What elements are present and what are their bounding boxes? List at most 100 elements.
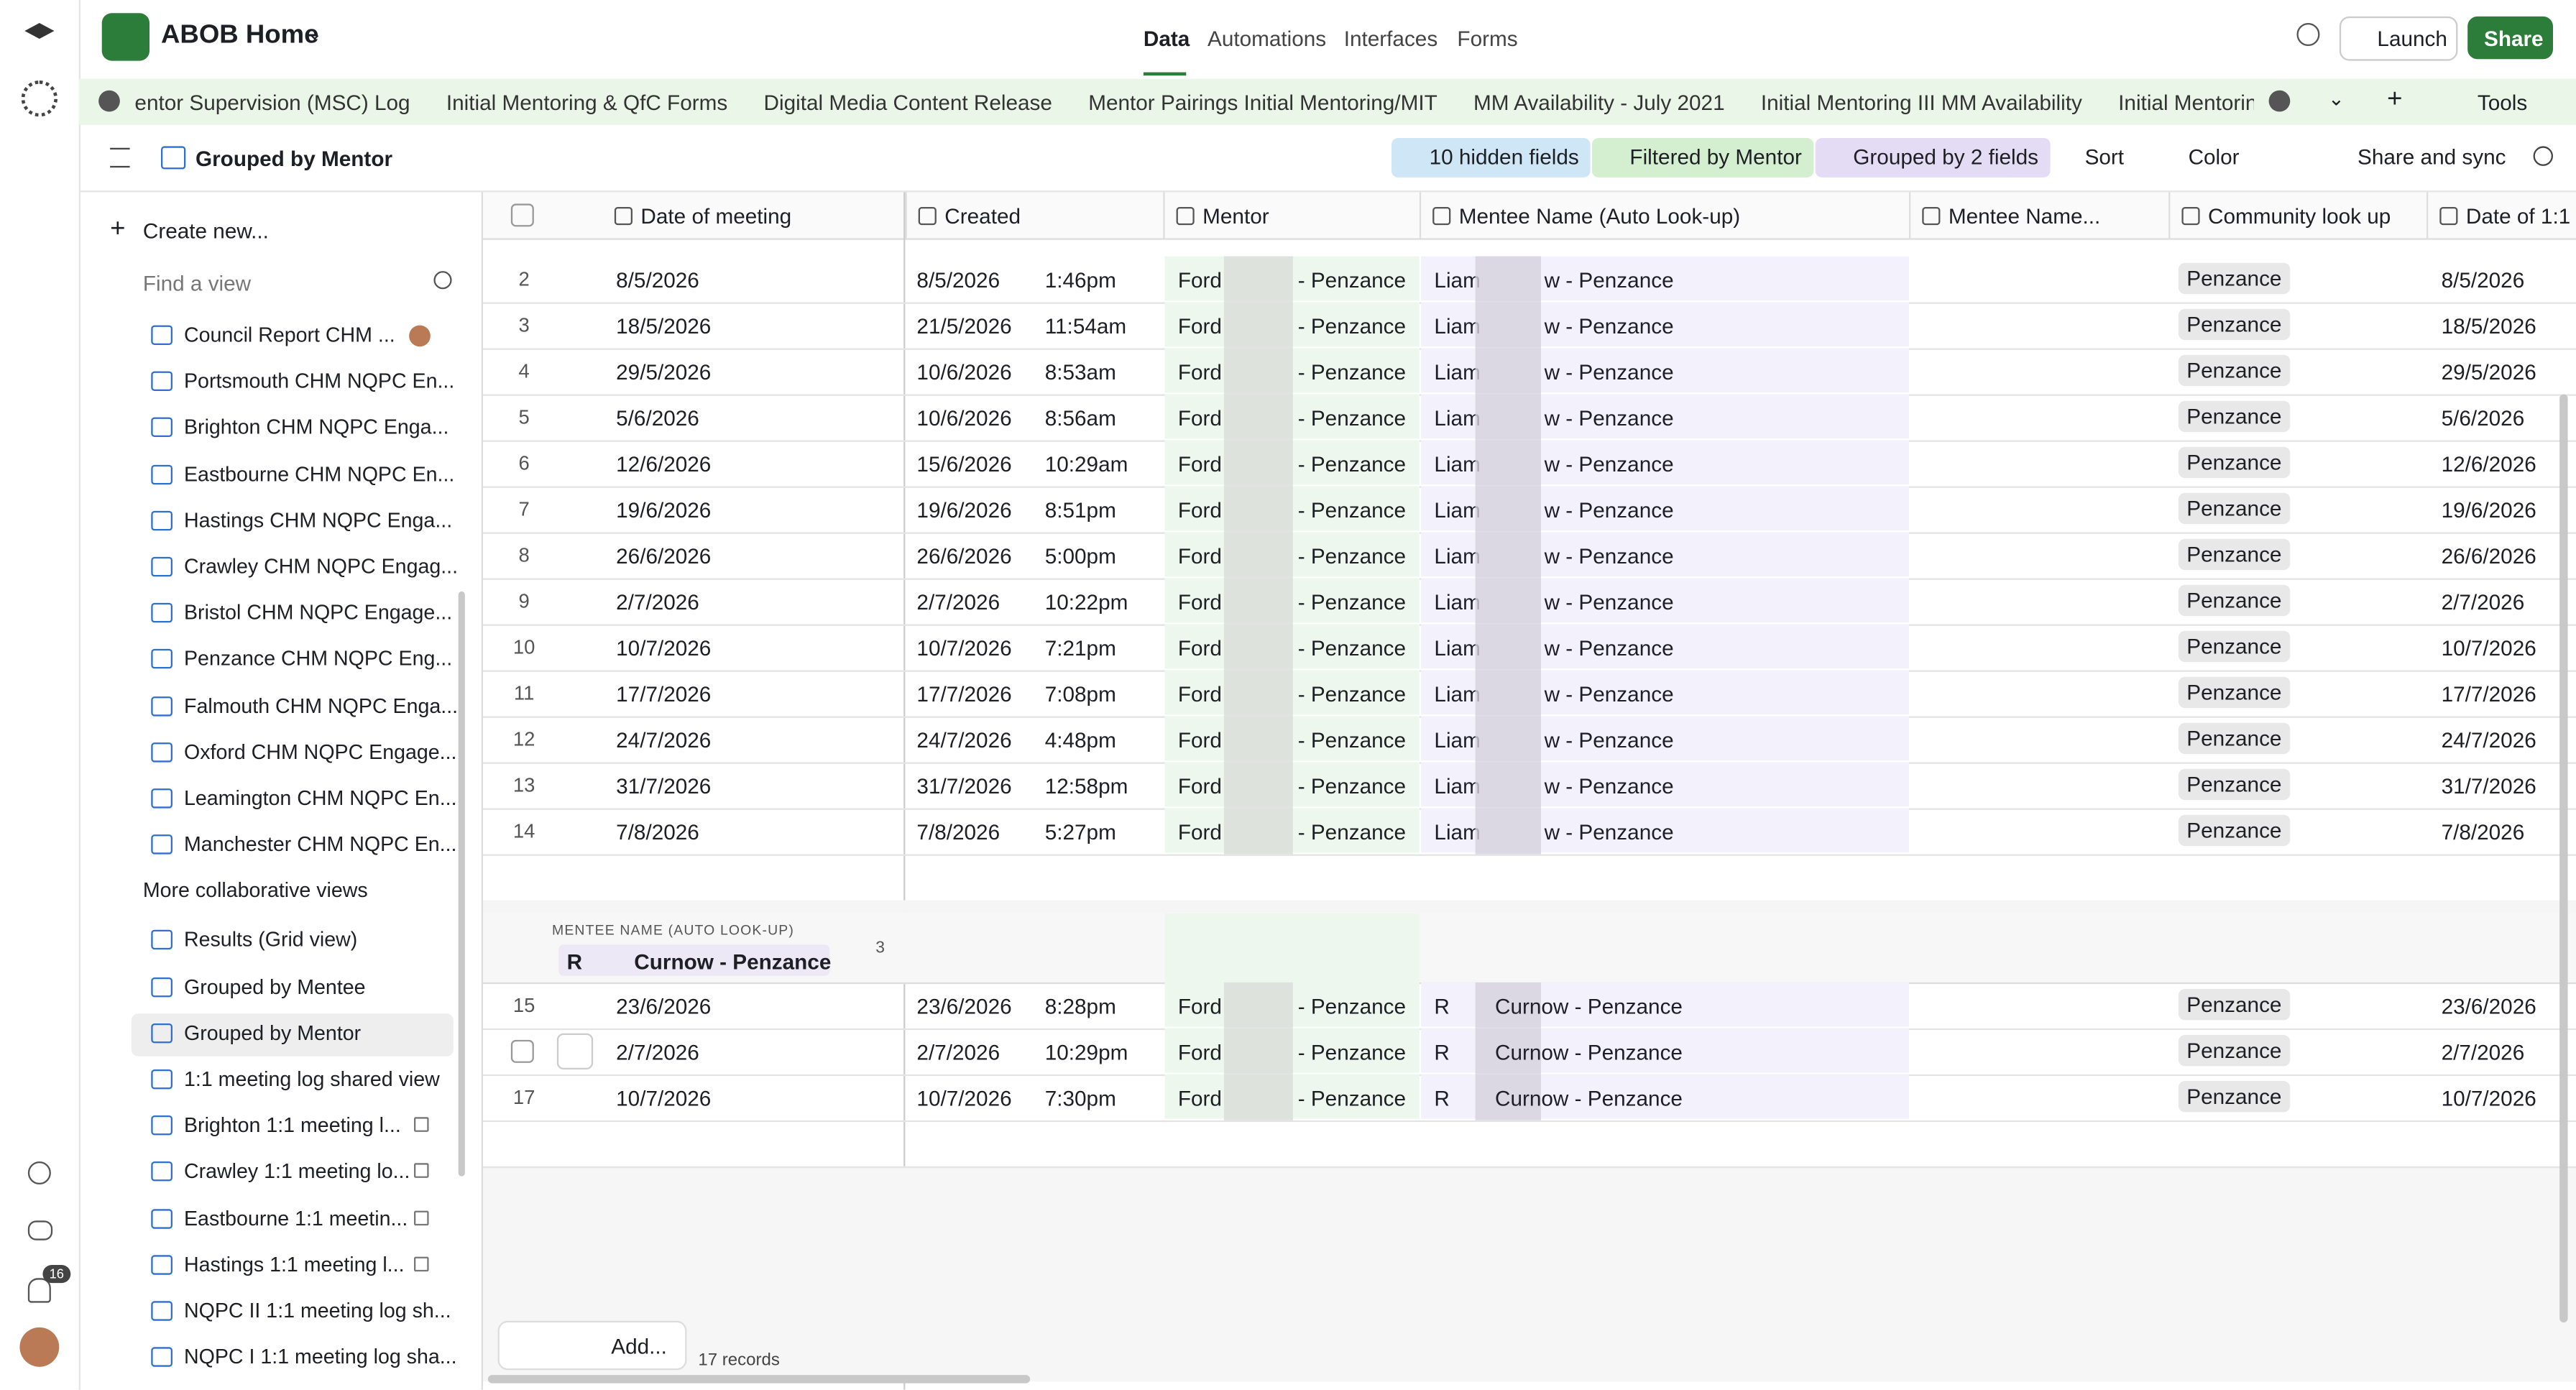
view-item[interactable]: Council Report CHM ... — [183, 323, 395, 347]
view-item[interactable]: Falmouth CHM NQPC Enga... — [183, 694, 459, 717]
tab-scroll-left[interactable] — [98, 90, 120, 112]
view-item[interactable]: Crawley CHM NQPC Engag... — [183, 555, 459, 579]
view-item[interactable]: Penzance CHM NQPC Eng... — [183, 648, 453, 671]
view-item[interactable]: Crawley 1:1 meeting lo... — [183, 1160, 410, 1184]
history-icon[interactable] — [2296, 22, 2320, 46]
column-header[interactable]: Mentee Name (Auto Look-up) — [1458, 203, 1741, 229]
tab-scroll-right[interactable] — [2268, 90, 2291, 112]
avatar[interactable] — [19, 1327, 60, 1367]
view-icon — [151, 325, 172, 345]
view-icon — [151, 1347, 172, 1368]
mentee-first: Liam — [1434, 543, 1481, 569]
view-item[interactable]: Oxford CHM NQPC Engage... — [183, 740, 457, 764]
column-header[interactable]: Community look up — [2207, 203, 2391, 229]
view-item[interactable]: NQPC I 1:1 meeting log sha... — [183, 1345, 457, 1369]
settings-icon[interactable] — [433, 271, 452, 290]
help-icon[interactable] — [27, 1161, 51, 1184]
add-bar[interactable] — [497, 1320, 687, 1371]
bell-icon[interactable] — [27, 1278, 51, 1303]
view-item[interactable]: NQPC II 1:1 meeting log sh... — [183, 1299, 451, 1322]
tabs: entor Supervision (MSC) Log Initial Mento… — [134, 79, 2254, 125]
column-header[interactable]: Mentee Name... — [1948, 203, 2101, 229]
tab[interactable]: entor Supervision (MSC) Log — [134, 90, 410, 115]
community-pill: Penzance — [2178, 492, 2290, 525]
avatar-small — [409, 325, 431, 347]
hidden-fields[interactable]: 10 hidden fields — [1391, 137, 1591, 178]
find-view[interactable]: Find a view — [142, 271, 252, 296]
created-time: 5:27pm — [1044, 819, 1116, 844]
section-title[interactable]: More collaborative views — [142, 879, 368, 903]
base-name[interactable]: ABOB Home — [160, 21, 319, 50]
tabs-menu[interactable]: ⌄ — [2327, 87, 2345, 111]
column-header[interactable]: Date of meeting — [640, 203, 792, 229]
mentee-first: Liam — [1434, 727, 1481, 752]
add-label[interactable]: Add... — [611, 1333, 667, 1359]
workspace-icon[interactable] — [21, 80, 58, 117]
view-icon — [151, 1208, 172, 1228]
sidebar-toggle[interactable] — [110, 147, 130, 168]
create-new[interactable]: Create new... — [142, 218, 269, 244]
lock-icon — [413, 1210, 429, 1225]
grid-empty — [482, 1166, 2576, 1382]
mentor-rest: - Penzance — [1297, 1085, 1407, 1111]
tools[interactable]: Tools — [2477, 90, 2528, 115]
nav-item[interactable]: Automations — [1207, 26, 1327, 51]
view-icon — [151, 603, 172, 623]
launch-button[interactable]: Launch — [2339, 16, 2458, 61]
sort[interactable]: Sort — [2051, 138, 2136, 178]
date-of-meeting: 18/5/2026 — [616, 313, 712, 339]
view-item[interactable]: 1:1 meeting log shared view — [183, 1067, 440, 1091]
share-sync[interactable]: Share and sync — [2319, 138, 2517, 178]
date-of-meeting: 29/5/2026 — [616, 359, 712, 385]
tab[interactable]: MM Availability - July 2021 — [1473, 90, 1725, 115]
view-item[interactable]: Brighton 1:1 meeting l... — [183, 1114, 401, 1138]
tab[interactable]: Initial Mentoring & QfC Forms — [446, 90, 728, 115]
created-date: 23/6/2026 — [916, 993, 1012, 1019]
created-time: 8:53am — [1044, 359, 1116, 385]
column-header[interactable]: Mentor — [1202, 203, 1269, 229]
view-item[interactable]: Leamington CHM NQPC En... — [183, 786, 457, 810]
base-logo[interactable] — [101, 13, 150, 61]
created-time: 7:30pm — [1044, 1085, 1116, 1111]
view-item[interactable]: Eastbourne 1:1 meetin... — [183, 1207, 408, 1230]
view-item[interactable]: Manchester CHM NQPC En... — [183, 833, 457, 857]
row-checkbox[interactable] — [510, 1039, 534, 1063]
select-all[interactable] — [510, 203, 534, 227]
view-item[interactable]: Hastings CHM NQPC Enga... — [183, 509, 453, 533]
date-of-meeting: 10/7/2026 — [616, 635, 712, 661]
created-date: 19/6/2026 — [916, 497, 1012, 523]
view-icon — [151, 418, 172, 438]
view-item[interactable]: Hastings 1:1 meeting l... — [183, 1253, 405, 1276]
column-header[interactable]: Created — [944, 203, 1021, 229]
created-time: 5:00pm — [1044, 543, 1116, 569]
created-time: 8:51pm — [1044, 497, 1116, 523]
date-of-meeting: 23/6/2026 — [616, 993, 712, 1019]
nav-item[interactable]: Interfaces — [1343, 26, 1438, 51]
view-item[interactable]: Bristol CHM NQPC Engage... — [183, 601, 453, 625]
blur — [1223, 532, 1293, 579]
mentor-first: Ford — [1177, 543, 1222, 569]
expand-button[interactable] — [556, 1033, 594, 1069]
view-item[interactable]: Portsmouth CHM NQPC En... — [183, 369, 455, 393]
chat-icon[interactable] — [27, 1220, 53, 1241]
view-name[interactable]: Grouped by Mentor — [195, 146, 393, 171]
view-item[interactable]: Results (Grid view) — [183, 929, 358, 952]
color[interactable]: Color — [2150, 138, 2251, 178]
view-item[interactable]: Grouped by Mentor — [183, 1021, 362, 1045]
nav-item[interactable]: Forms — [1457, 26, 1518, 51]
tab[interactable]: Mentor Pairings Initial Mentoring/MIT — [1088, 90, 1438, 115]
filter[interactable]: Filtered by Mentor — [1591, 137, 1813, 178]
view-item[interactable]: Grouped by Mentee — [183, 975, 366, 998]
column-header[interactable]: Date of 1:1 m — [2465, 203, 2570, 229]
view-item[interactable]: Brighton CHM NQPC Enga... — [183, 416, 449, 440]
view-icon — [151, 834, 172, 855]
tab[interactable]: Initial Mentoring III MM Availability — [1760, 90, 2082, 115]
group[interactable]: Grouped by 2 fields — [1815, 137, 2050, 178]
search-icon[interactable] — [2533, 146, 2553, 166]
share-button[interactable]: Share — [2467, 16, 2553, 60]
add-table[interactable]: + — [2387, 85, 2403, 114]
nav-item[interactable]: Data — [1143, 26, 1190, 51]
view-item[interactable]: Eastbourne CHM NQPC En... — [183, 462, 455, 486]
tab[interactable]: Digital Media Content Release — [763, 90, 1052, 115]
